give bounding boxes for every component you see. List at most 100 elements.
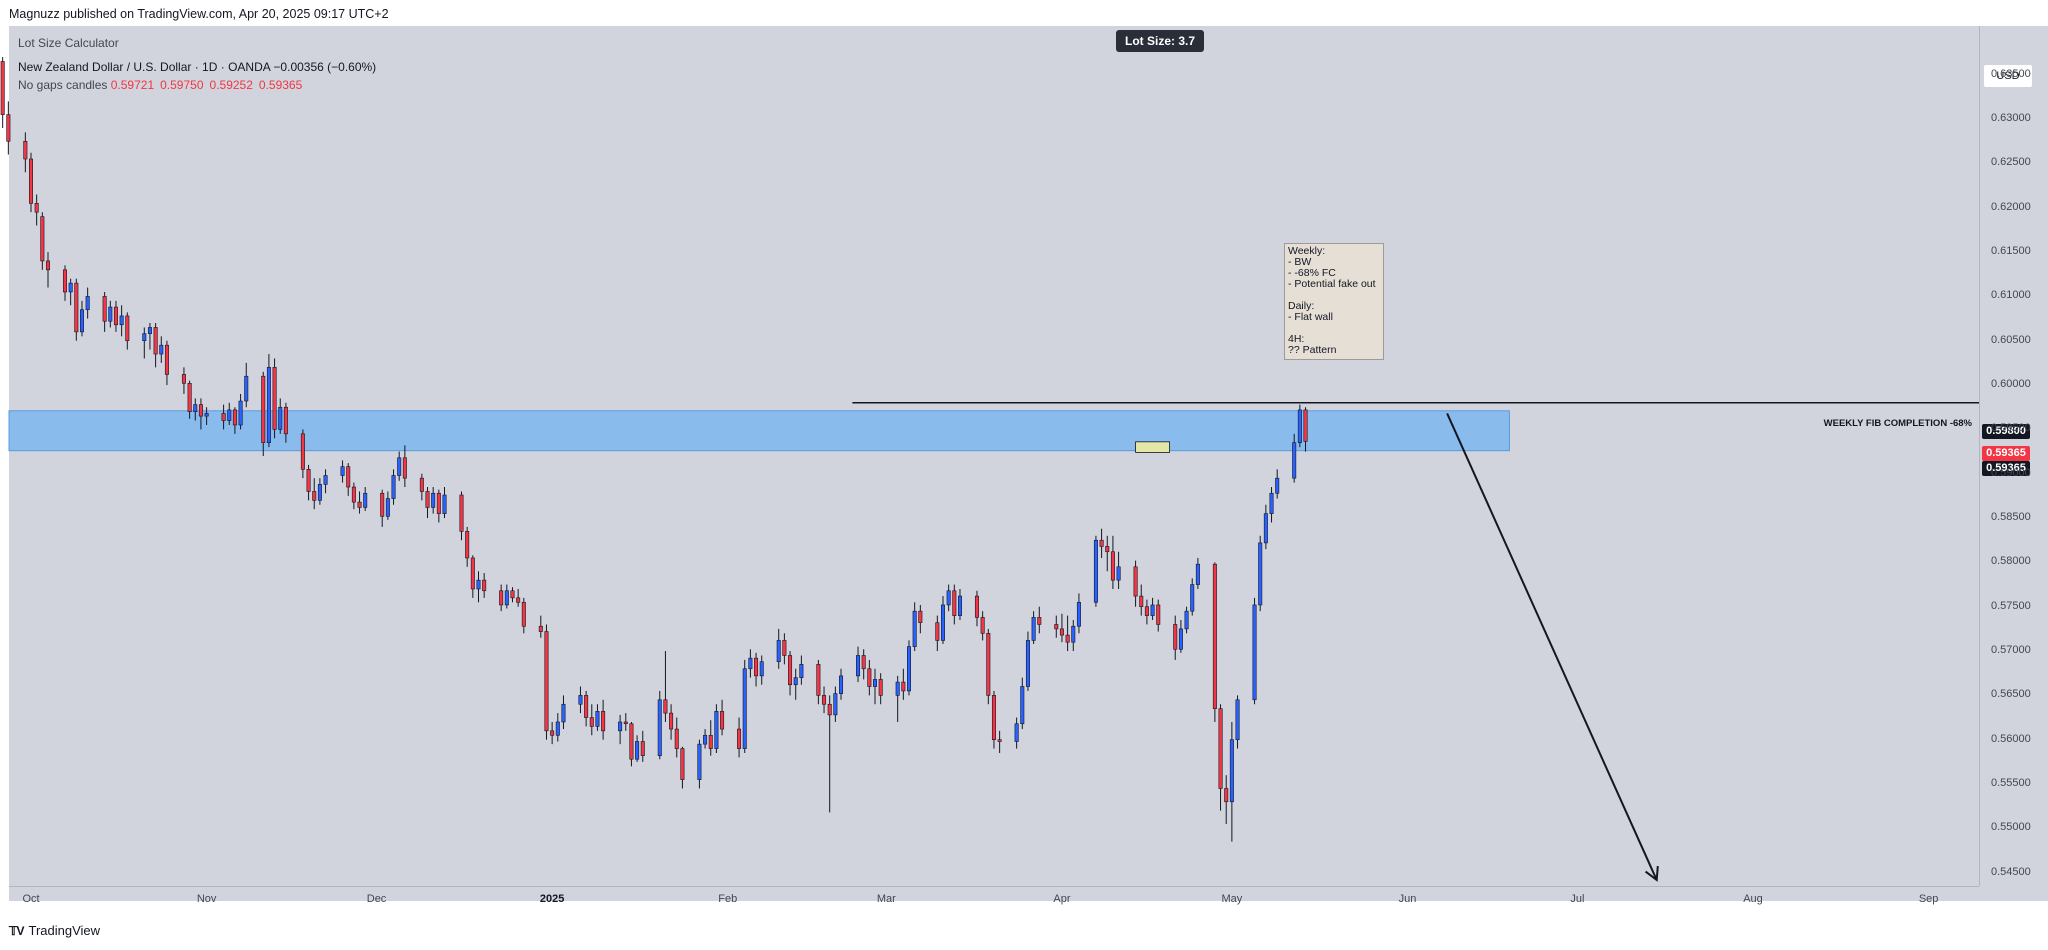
- candle: [1116, 551, 1121, 589]
- candle-body: [1303, 409, 1308, 442]
- candle: [113, 300, 118, 332]
- candle: [1235, 695, 1240, 749]
- arrow-head-icon: [1644, 865, 1659, 882]
- candle-body: [385, 498, 390, 517]
- candle: [776, 628, 781, 669]
- candle-body: [85, 296, 90, 311]
- fib-completion-label: WEEKLY FIB COMPLETION -68%: [1823, 418, 1972, 429]
- symbol-legend[interactable]: New Zealand Dollar / U.S. Dollar · 1D · …: [18, 58, 376, 76]
- candle-body: [323, 475, 328, 485]
- candle-body: [504, 590, 509, 606]
- analysis-note[interactable]: Weekly: - BW - -68% FC - Potential fake out…: [1284, 243, 1384, 360]
- candle: [28, 152, 33, 213]
- candle-body: [788, 655, 793, 686]
- candle: [272, 358, 277, 439]
- price-tick: 0.55500: [1991, 777, 2031, 790]
- candle: [623, 713, 628, 731]
- candle-body: [1275, 477, 1280, 494]
- projection-arrow[interactable]: [1446, 413, 1658, 881]
- candle: [1173, 615, 1178, 660]
- candle-body: [482, 579, 487, 592]
- candle: [459, 491, 464, 541]
- candle-body: [23, 140, 28, 160]
- indicator-label[interactable]: Lot Size Calculator: [18, 36, 119, 50]
- candle-body: [193, 404, 198, 412]
- candle: [340, 460, 345, 483]
- candle: [1014, 717, 1019, 749]
- candle-body: [1116, 566, 1121, 581]
- time-tick: Apr: [1053, 893, 1071, 905]
- candle: [946, 584, 951, 612]
- ohlc-high: 0.59750: [160, 78, 204, 92]
- candle-body: [1212, 563, 1217, 709]
- candle-body: [232, 409, 237, 426]
- last-price-tag: 0.59365: [1982, 446, 2030, 461]
- candle: [550, 721, 555, 745]
- candle-body: [1065, 634, 1070, 643]
- candle-body: [0, 61, 5, 115]
- candle: [1258, 535, 1263, 612]
- candle-body: [459, 494, 464, 532]
- candle-body: [351, 486, 356, 503]
- candle: [261, 371, 266, 456]
- candle-body: [1195, 563, 1200, 585]
- candle: [1144, 599, 1149, 625]
- candle-body: [827, 703, 832, 716]
- currency-button[interactable]: USD: [1983, 64, 2033, 88]
- supply-zone[interactable]: [8, 410, 1510, 452]
- close-price-tag: 0.59365: [1982, 461, 2030, 476]
- candle: [499, 584, 504, 612]
- candle-body: [510, 590, 515, 599]
- candle: [822, 686, 827, 714]
- candle-body: [754, 657, 759, 677]
- candle: [419, 473, 424, 501]
- fib-price-tag: 0.59800: [1982, 424, 2030, 439]
- candle: [1263, 504, 1268, 550]
- candle: [402, 445, 407, 488]
- candle-body: [238, 400, 243, 426]
- candle: [221, 404, 226, 430]
- candle: [232, 407, 237, 434]
- candle-body: [578, 695, 583, 705]
- candle: [589, 704, 594, 736]
- candle-body: [521, 601, 526, 627]
- candle: [142, 327, 147, 359]
- ohlc-legend: No gaps candles 0.59721 0.59750 0.59252 0.5…: [18, 76, 376, 94]
- time-tick: Jul: [1570, 893, 1585, 905]
- candle-body: [1269, 492, 1274, 514]
- candle: [680, 746, 685, 789]
- candle-body: [74, 282, 79, 333]
- candle: [1269, 487, 1274, 523]
- candle: [193, 398, 198, 421]
- candle: [754, 652, 759, 687]
- candle: [1275, 469, 1280, 499]
- candle: [1025, 631, 1030, 691]
- fake-out-box[interactable]: [1135, 441, 1170, 453]
- candle-body: [901, 681, 906, 692]
- candle: [901, 668, 906, 700]
- candle-body: [957, 595, 962, 616]
- candle-body: [402, 457, 407, 479]
- candle-body: [906, 646, 911, 692]
- candle-body: [1184, 610, 1189, 630]
- candle: [312, 478, 317, 510]
- candle: [940, 596, 945, 644]
- candle-body: [946, 590, 951, 606]
- candle-body: [278, 406, 283, 430]
- candle: [204, 407, 209, 425]
- candle-body: [912, 610, 917, 647]
- candle: [283, 402, 288, 443]
- candle-body: [918, 610, 923, 623]
- candle: [244, 362, 249, 408]
- candle-body: [397, 457, 402, 476]
- time-tick: Sep: [1918, 893, 1939, 905]
- candle-body: [680, 748, 685, 780]
- candle: [1292, 433, 1297, 483]
- candle-body: [1292, 442, 1297, 479]
- candle: [935, 615, 940, 652]
- price-tick: 0.59500: [1991, 422, 2031, 435]
- price-tick: 0.59000: [1991, 466, 2031, 479]
- candle-body: [980, 617, 985, 634]
- candle-body: [986, 633, 991, 696]
